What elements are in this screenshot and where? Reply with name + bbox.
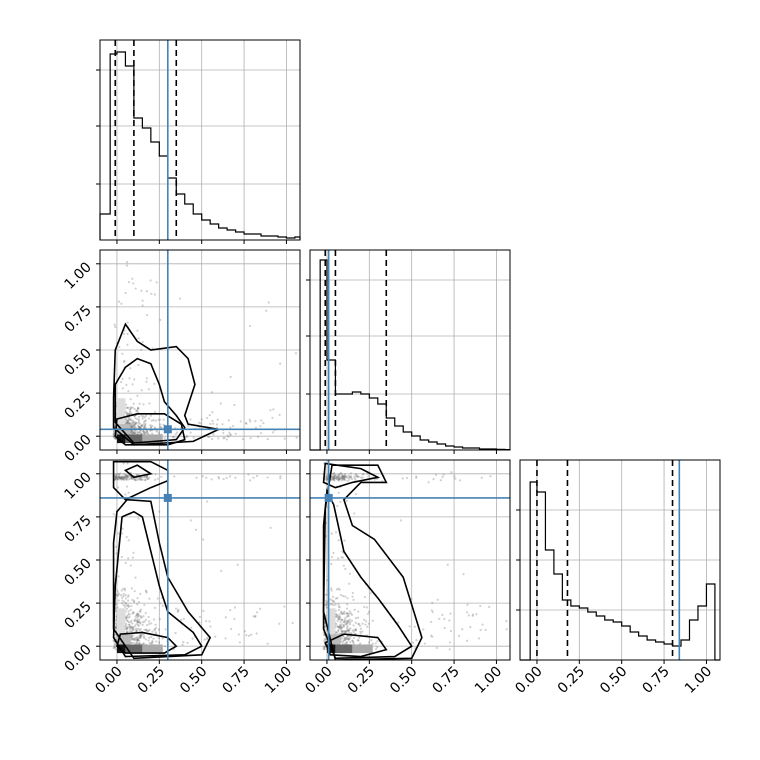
scatter-panel-0-2-ytick-label-1: 0.25 [61,599,94,632]
scatter-panel-0-2-xtick-label-1: 0.25 [135,664,168,697]
scatter-panel-0-2-truth-marker [163,493,172,502]
scatter-panel-1-2-frame [309,459,511,661]
scatter-panel-0-2-ytick-label-0: 0.00 [61,642,94,675]
scatter-panel-1-2-xtick-label-1: 0.25 [345,664,378,697]
hist-panel-1-histogram [310,259,511,451]
scatter-panel-0-1-ytick-label-2: 0.50 [61,346,94,379]
hist-panel-2-xtick-label-0: 0.00 [512,664,545,697]
scatter-panel-0-2-ytick-label-3: 0.75 [61,512,94,545]
hist-panel-2-xtick-label-3: 0.75 [640,664,673,697]
hist-panel-0 [96,39,301,244]
scatter-panel-0-2-plot-area [100,460,300,660]
hist-panel-1-frame [309,249,511,451]
scatter-panel-0-1-ytick-label-1: 0.25 [61,389,94,422]
scatter-panel-0-1-ytick-label-3: 0.75 [61,302,94,335]
scatter-panel-1-2-truth-marker [324,493,333,502]
hist-panel-1-background [310,250,510,450]
scatter-panel-0-1-density-cell-0 [116,434,126,444]
hist-panel-2: 0.00 0.25 0.50 0.75 1.00 [512,459,721,697]
scatter-panel-0-1-density-cell-4 [116,398,126,425]
scatter-panel-0-1-ytick-label-0: 0.00 [61,432,94,465]
scatter-panel-1-2-contour-2 [322,462,381,489]
hist-panel-1 [306,249,511,454]
scatter-panel-0-2-density-cell-1 [125,644,143,654]
scatter-panel-1-2-density-cell-1 [335,644,353,654]
scatter-panel-1-2-contour-0 [324,633,388,658]
scatter-panel-0-2-density-cell-4 [116,608,126,635]
scatter-panel-0-2-ytick-label-4: 1.00 [61,469,94,502]
scatter-panel-1-2-xtick-label-2: 0.50 [387,664,420,697]
scatter-panel-0-2-density-cell-2 [142,644,163,654]
scatter-panel-0-2-contour-2 [123,464,153,479]
scatter-panel-0-2-xtick-label-3: 0.75 [220,664,253,697]
scatter-panel-0-2: 0.00 0.25 0.50 0.75 1.00 0.00 0.25 0.50 0.75 1.00 [61,459,301,697]
scatter-panel-0-2-frame [99,459,301,661]
scatter-panel-1-2-density-cell-2 [352,644,373,654]
scatter-panel-0-2-xtick-label-4: 1.00 [262,664,295,697]
scatter-panel-1-2-density-cell-4 [326,608,336,635]
scatter-panel-0-2-ytick-label-2: 0.50 [61,556,94,589]
scatter-panel-1-2-xtick-label-4: 1.00 [472,664,505,697]
hist-panel-0-histogram [99,51,301,240]
hist-panel-2-histogram [520,481,720,661]
scatter-panel-0-1-density-cell-2 [142,434,163,444]
scatter-panel-0-1-plot-area [100,250,300,450]
scatter-panel-0-1: 0.00 0.25 0.50 0.75 1.00 [61,249,301,465]
scatter-panel-0-1-contour-2 [112,322,222,446]
hist-panel-2-xtick-label-1: 0.25 [555,664,588,697]
hist-panel-2-xtick-label-4: 1.00 [682,664,715,697]
scatter-panel-1-2-plot-area [310,460,510,660]
hist-panel-2-xtick-label-2: 0.50 [597,664,630,697]
scatter-panel-0-1-density-cell-1 [125,434,143,444]
hist-panel-2-frame [519,459,721,661]
scatter-panel-0-1-ytick-label-4: 1.00 [61,259,94,292]
scatter-panel-0-1-truth-marker [163,425,172,434]
scatter-panel-0-1-frame [99,249,301,451]
scatter-panel-0-2-contour-1 [112,510,203,658]
scatter-panel-0-2-contour-0 [116,631,178,654]
scatter-panel-0-2-contour-4 [112,498,212,660]
scatter-panel-0-2-xtick-label-0: 0.00 [92,664,125,697]
scatter-panel-1-2-contour-3 [322,464,423,660]
scatter-panel-1-2-xtick-label-3: 0.75 [430,664,463,697]
scatter-panel-0-2-density-cell-3 [116,634,131,645]
scatter-panel-0-2-xtick-label-2: 0.50 [177,664,210,697]
hist-panel-0-frame [99,39,301,241]
scatter-panel-1-2-xtick-label-0: 0.00 [302,664,335,697]
scatter-panel-0-1-contour-1 [114,357,186,444]
scatter-panel-1-2: 0.00 0.25 0.50 0.75 1.00 [302,459,511,697]
